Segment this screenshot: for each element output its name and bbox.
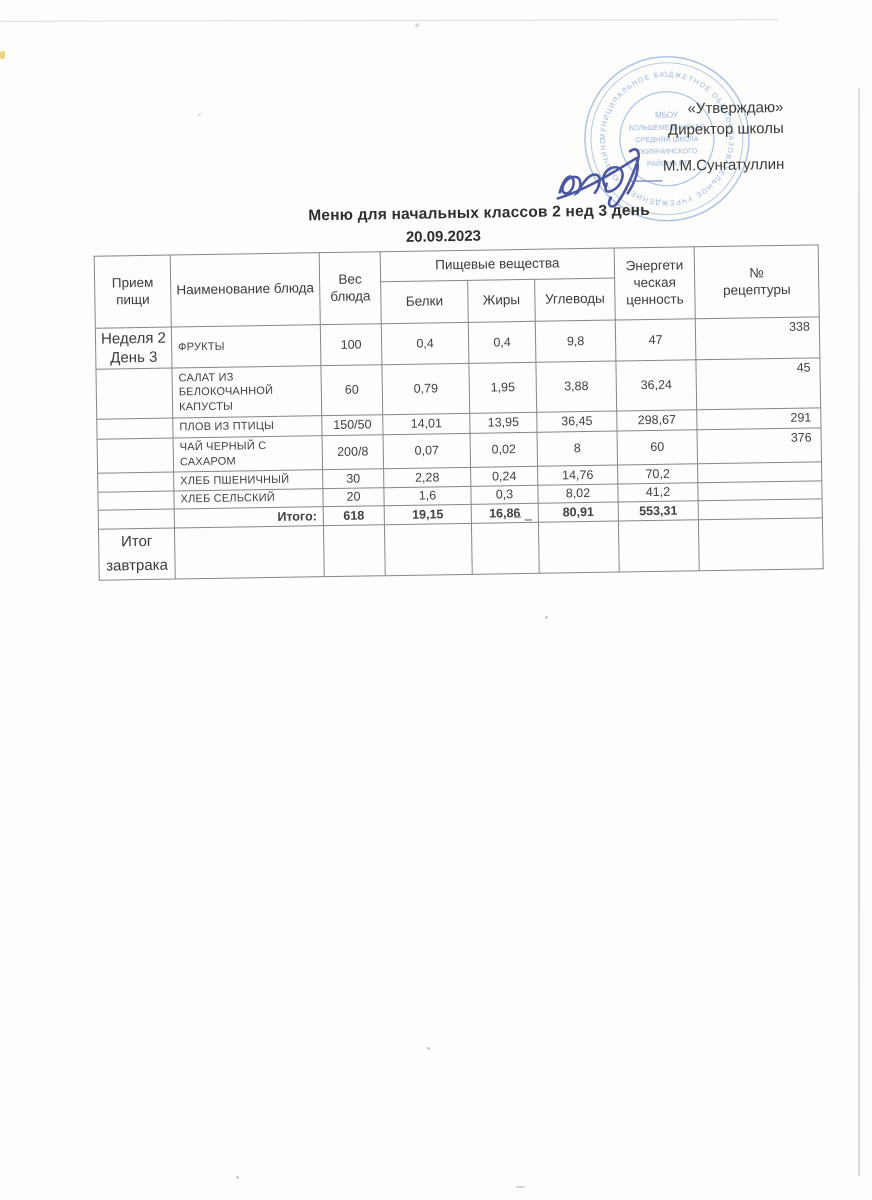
protein-cell: 0,07	[383, 433, 471, 470]
energy-cell: 70,2	[617, 464, 698, 485]
empty-cell	[323, 525, 386, 578]
header-carbs: Углеводы	[534, 278, 616, 322]
fat-cell: 1,95	[468, 362, 537, 414]
energy-cell: 47	[615, 318, 696, 362]
dish-name-cell: ФРУКТЫ	[171, 324, 321, 369]
fat-cell: 0,24	[470, 466, 538, 487]
recipe-cell: 338	[695, 316, 820, 361]
day-label: Неделя 2 День 3	[95, 327, 172, 370]
day-empty-cell	[97, 472, 174, 493]
header-meal: Прием пищи	[94, 255, 172, 329]
totals-energy: 553,31	[618, 501, 699, 522]
header-fat: Жиры	[467, 279, 536, 323]
protein-cell: 1,6	[383, 486, 472, 507]
day-empty-cell	[97, 438, 174, 474]
dish-name-cell: ЧАЙ ЧЕРНЫЙ С САХАРОМ	[173, 436, 323, 473]
dish-name-cell: ХЛЕБ ПШЕНИЧНЫЙ	[173, 470, 323, 492]
protein-cell: 14,01	[382, 413, 471, 436]
recipe-cell: 45	[695, 358, 821, 411]
dish-name-cell: САЛАТ ИЗ БЕЛОКОЧАННОЙ КАПУСТЫ	[171, 366, 322, 419]
stamp-line-2: БОЛЬШЕМЕШИНСКАЯ	[629, 124, 705, 132]
empty-cell	[384, 523, 473, 577]
totals-protein: 19,15	[384, 504, 472, 526]
header-recipe: № рецептуры	[694, 244, 820, 319]
menu-table: Прием пищи Наименование блюда Вес блюда …	[94, 244, 824, 581]
totals-recipe	[698, 499, 823, 521]
energy-cell: 298,67	[616, 410, 698, 432]
dish-name-cell: ПЛОВ ИЗ ПТИЦЫ	[172, 416, 323, 439]
totals-label: Итого:	[174, 507, 324, 529]
energy-cell: 60	[617, 430, 698, 466]
fat-cell: 0,3	[470, 485, 539, 505]
dish-name-cell: ХЛЕБ СЕЛЬСКИЙ	[173, 489, 324, 510]
day-empty-cell	[95, 368, 173, 420]
day-empty-cell	[98, 509, 175, 530]
weight-cell: 200/8	[322, 435, 384, 471]
weight-cell: 30	[322, 469, 384, 490]
director-signature	[556, 148, 663, 208]
empty-cell	[471, 522, 540, 575]
day-empty-cell	[97, 491, 175, 511]
scan-artifact	[198, 113, 201, 116]
header-nutrients: Пищевые вещества	[380, 248, 615, 282]
protein-cell: 0,4	[381, 322, 469, 366]
empty-cell	[538, 521, 620, 574]
scan-artifact	[0, 51, 5, 59]
header-energy: Энергети ческая ценность	[614, 246, 696, 321]
empty-cell	[618, 520, 700, 573]
scan-artifact	[236, 1176, 239, 1179]
totals-weight: 618	[323, 506, 385, 527]
stamp-line-1: МБОУ	[655, 111, 679, 120]
recipe-cell	[697, 462, 822, 484]
energy-cell: 41,2	[617, 483, 699, 503]
breakfast-total-label: Итог завтрака	[98, 528, 176, 581]
scan-artifact	[513, 516, 521, 518]
totals-fat: 16,86	[471, 503, 539, 524]
totals-carbs: 80,91	[538, 502, 619, 523]
carbs-cell: 8,02	[537, 484, 619, 504]
stamp-line-4: ТЮЛЯЧИНСКОГО	[637, 146, 698, 156]
protein-cell: 2,28	[383, 467, 471, 489]
day-empty-cell	[96, 418, 174, 440]
scan-artifact	[524, 518, 532, 521]
weight-cell: 20	[322, 488, 385, 508]
footer-row: Итог завтрака	[98, 518, 824, 581]
carbs-cell: 14,76	[537, 465, 618, 486]
fat-cell: 0,4	[468, 321, 536, 364]
weight-cell: 150/50	[321, 415, 384, 437]
carbs-cell: 9,8	[535, 320, 616, 363]
recipe-cell: 291	[696, 408, 821, 431]
recipe-cell: 376	[697, 428, 822, 465]
recipe-cell	[697, 481, 823, 502]
scan-artifact: +	[414, 21, 420, 32]
scan-artifact	[516, 1186, 525, 1188]
fat-cell: 0,02	[470, 432, 538, 468]
protein-cell: 0,79	[381, 363, 470, 416]
carbs-cell: 36,45	[536, 411, 618, 433]
approved-label: «Утверждаю»	[687, 98, 784, 118]
scan-artifact	[427, 1047, 430, 1050]
fat-cell: 13,95	[469, 412, 538, 434]
carbs-cell: 3,88	[535, 361, 617, 413]
empty-cell	[174, 526, 325, 580]
header-weight: Вес блюда	[319, 251, 382, 325]
header-dish: Наименование блюда	[170, 252, 321, 328]
weight-cell: 60	[320, 365, 383, 417]
header-protein: Белки	[380, 280, 469, 324]
stamp-line-5: РАЙОНА РТ	[647, 158, 688, 168]
scan-artifact	[858, 88, 860, 1176]
scan-artifact	[545, 616, 548, 619]
weight-cell: 100	[320, 323, 382, 367]
stamp-line-3: СРЕДНЯЯ ШКОЛА	[635, 134, 698, 144]
energy-cell: 36,24	[615, 360, 697, 412]
empty-cell	[698, 518, 824, 572]
carbs-cell: 8	[537, 431, 618, 467]
